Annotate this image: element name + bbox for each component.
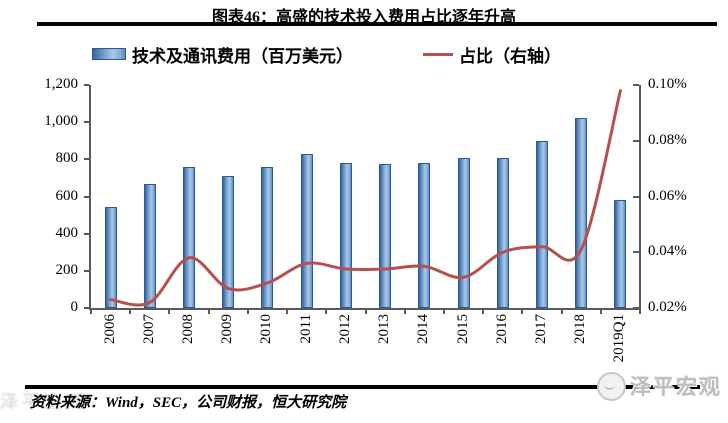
x-axis-tick [482,308,485,314]
x-axis-tick [246,308,249,314]
y-axis-right-tick-label: 0.08% [648,131,687,148]
x-axis-tick [560,308,563,314]
bar-2006 [104,206,117,308]
bar-2014 [418,163,431,308]
y-axis-right-tick [633,84,639,86]
bar-2011 [300,154,313,308]
bar-2008 [183,166,196,308]
x-axis-category-label: 2018 [572,314,589,344]
x-axis-tick [129,308,132,314]
x-axis-tick [90,308,92,314]
y-axis-right-line [639,85,641,310]
y-axis-left-tick [84,84,89,86]
x-axis-category-label: 2006 [101,314,118,344]
bar-2016 [496,158,509,308]
x-axis-category-label: 2013 [376,314,393,344]
x-axis-category-label: 2017 [532,314,549,344]
brand-watermark-text: 泽平宏观 [630,375,722,399]
x-axis-tick [364,308,367,314]
x-axis-category-label: 2019Q1 [611,314,628,363]
y-axis-left-tick [84,269,89,272]
zeping-logo-icon [597,371,626,401]
x-axis-category-label: 2012 [336,314,353,344]
y-axis-right-tick-label: 0.10% [648,76,687,92]
y-axis-right-tick [633,195,639,198]
x-axis-category-label: 2010 [258,314,275,344]
bar-2007 [143,184,156,308]
watermark-stamp: 泽平宏观 [0,392,88,412]
x-axis-category-label: 2014 [415,314,432,344]
y-axis-left-tick [84,307,89,309]
y-axis-left-line [89,85,91,310]
x-axis-category-label: 2009 [219,314,236,344]
legend-item-bar: 技术及通讯费用（百万美元） [92,44,353,66]
y-axis-left-tick-label: 1,200 [44,76,78,92]
bar-2012 [339,162,352,308]
y-axis-right-tick-label: 0.02% [648,299,687,315]
y-axis-left-tick [84,158,89,161]
y-axis-left-tick [84,121,89,124]
source-note: 资料来源：Wind，SEC，公司财报，恒大研究院 [30,395,347,411]
footer-divider-rule [25,385,700,389]
y-axis-right-tick-label: 0.04% [648,243,687,260]
y-axis-left-tick-label: 400 [55,224,79,241]
y-axis-right-tick-label: 0.06% [648,187,687,204]
legend-line-label: 占比（右轴） [459,46,561,66]
y-axis-left-tick-label: 600 [55,187,79,204]
bar-2010 [261,167,274,308]
y-axis-left-tick-label: 800 [55,150,79,167]
x-axis-tick [286,308,289,314]
bar-2013 [379,163,392,308]
legend-item-line: 占比（右轴） [423,44,561,66]
chart-title: 图表46：高盛的技术投入费用占比逐年升高 [211,9,516,26]
y-axis-left-tick [84,232,89,235]
bar-2019Q1 [614,200,627,308]
bar-2017 [535,141,548,308]
x-axis-category-label: 2011 [297,314,314,344]
x-axis-tick [403,308,406,314]
x-axis-tick [521,308,524,314]
bar-2009 [222,175,235,308]
x-axis-category-label: 2008 [180,314,197,344]
bar-2018 [575,117,588,308]
x-axis-tick [325,308,328,314]
y-axis-right-tick [633,139,639,142]
y-axis-left-tick-label: 1,000 [44,113,78,130]
x-axis-tick [639,308,641,314]
y-axis-left-tick-label: 0 [70,299,79,315]
x-axis-category-label: 2015 [454,314,471,344]
x-axis-tick [599,308,602,314]
y-axis-left-tick-label: 200 [55,261,79,278]
y-axis-right-tick [633,307,639,309]
x-axis-category-label: 2007 [140,314,157,344]
line-series-swatch-icon [423,52,453,56]
y-axis-left-tick [84,195,89,198]
brand-watermark: 泽平宏观 [597,371,722,401]
y-axis-right-tick [633,251,639,254]
bar-series-swatch-icon [92,48,126,60]
x-axis-tick [168,308,171,314]
x-axis-tick [442,308,445,314]
bar-2015 [457,158,470,308]
x-axis-tick [207,308,210,314]
legend-bar-label: 技术及通讯费用（百万美元） [132,46,353,66]
x-axis-category-label: 2016 [493,314,510,344]
title-divider-rule [37,22,717,26]
